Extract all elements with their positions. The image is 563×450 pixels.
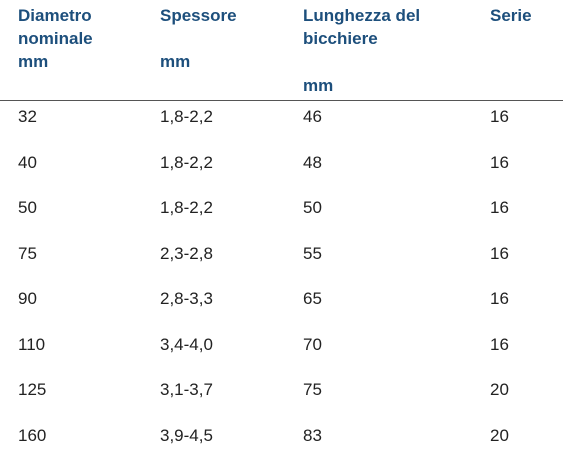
- column-header: Spessore: [160, 6, 237, 25]
- table-cell: 2,3-2,8: [160, 243, 213, 263]
- table-cell: 16: [490, 152, 509, 172]
- table-cell: 55: [303, 243, 322, 263]
- table-cell: 16: [490, 334, 509, 354]
- column-header: Diametro: [18, 6, 92, 25]
- table-cell: 1,8-2,2: [160, 152, 213, 172]
- table-cell: 32: [18, 107, 37, 126]
- table-cell: 70: [303, 334, 322, 354]
- table-cell: 16: [490, 289, 509, 308]
- table-cell: 125: [18, 380, 47, 399]
- table-cell: 2,8-3,3: [160, 289, 213, 308]
- column-header: bicchiere: [303, 29, 378, 48]
- table-cell: 20: [490, 425, 509, 445]
- column-header: mm: [160, 52, 191, 71]
- column-header: Lunghezza del: [303, 6, 421, 25]
- table-cell: 1,8-2,2: [160, 107, 213, 126]
- table-cell: 50: [303, 198, 322, 217]
- table-cell: 16: [490, 243, 509, 263]
- table-cell: 3,9-4,5: [160, 425, 213, 445]
- table-cell: 3,4-4,0: [160, 334, 213, 354]
- table-cell: 110: [18, 334, 46, 354]
- table-cell: 160: [18, 425, 47, 445]
- table-cell: 50: [18, 198, 37, 217]
- column-header: mm: [303, 76, 334, 95]
- table-cell: 16: [490, 198, 509, 217]
- header-divider: [0, 100, 563, 101]
- column-header: Serie: [490, 6, 532, 25]
- table-cell: 20: [490, 380, 509, 399]
- table-cell: 1,8-2,2: [160, 198, 213, 217]
- table-cell: 65: [303, 289, 322, 308]
- table-cell: 3,1-3,7: [160, 380, 213, 399]
- table-cell: 40: [18, 152, 37, 172]
- table-cell: 90: [18, 289, 37, 308]
- column-header: mm: [18, 52, 49, 71]
- table-cell: 16: [490, 107, 509, 126]
- table-cell: 75: [303, 380, 322, 399]
- column-header: nominale: [18, 29, 93, 48]
- table-cell: 83: [303, 425, 322, 445]
- table-cell: 48: [303, 152, 322, 172]
- table-cell: 46: [303, 107, 322, 126]
- table-cell: 75: [18, 243, 37, 263]
